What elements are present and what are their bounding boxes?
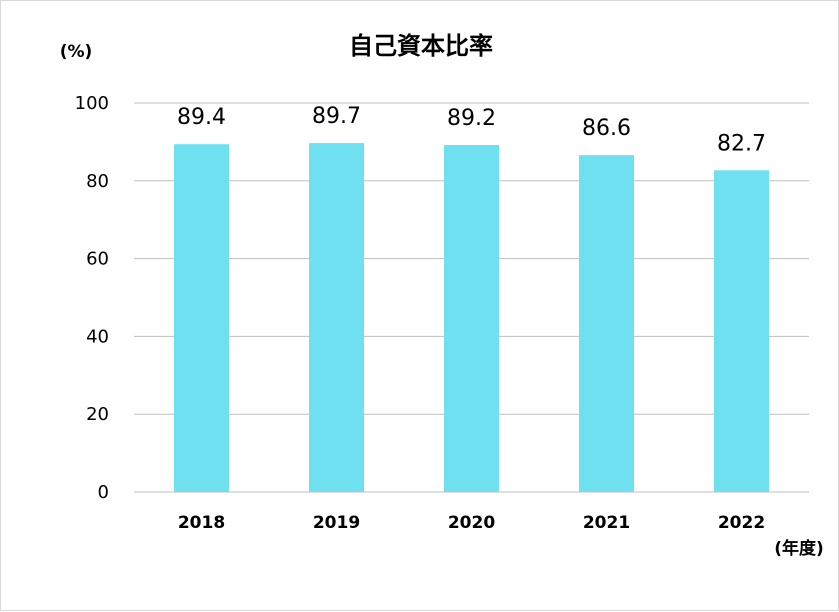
y-tick-label-60: 60 (86, 249, 109, 270)
x-tick-label-2019: 2019 (313, 513, 360, 533)
bar-2020 (444, 145, 499, 492)
data-label-2018: 89.4 (177, 105, 226, 130)
x-tick-label-2021: 2021 (583, 513, 630, 533)
bar-2018 (174, 144, 229, 492)
labels: 0 20 40 60 80 100 89.4 2018 89.7 2019 89.2 2020 86.6… (75, 93, 766, 533)
y-tick-label-80: 80 (86, 171, 109, 192)
chart-title: 自己資本比率 (349, 32, 493, 60)
x-axis-unit: (年度) (774, 538, 824, 559)
y-tick-label-100: 100 (75, 93, 109, 114)
y-tick-label-40: 40 (86, 326, 109, 347)
bar-2022 (714, 170, 769, 492)
bars (174, 143, 769, 492)
y-tick-label-20: 20 (86, 404, 109, 425)
data-label-2021: 86.6 (582, 116, 631, 141)
x-tick-label-2018: 2018 (178, 513, 225, 533)
bar-2021 (579, 155, 634, 492)
data-label-2019: 89.7 (312, 104, 361, 129)
x-tick-label-2022: 2022 (718, 513, 765, 533)
data-label-2020: 89.2 (447, 106, 496, 131)
y-tick-label-0: 0 (98, 482, 109, 503)
y-axis-unit: (%) (60, 42, 93, 62)
data-label-2022: 82.7 (717, 131, 766, 156)
x-tick-label-2020: 2020 (448, 513, 495, 533)
bar-2019 (309, 143, 364, 492)
